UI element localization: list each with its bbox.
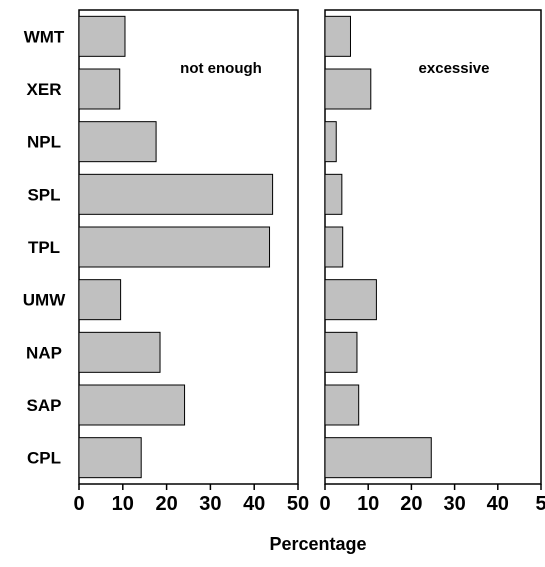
x-tick-label-1-0: 0 — [73, 493, 84, 515]
bar-1-spl — [78, 173, 274, 215]
bar-1-nap — [78, 331, 161, 373]
bar-2-xer — [324, 68, 372, 110]
x-axis-title: Percentage — [269, 534, 366, 554]
category-label-wmt: WMT — [24, 27, 65, 46]
category-label-spl: SPL — [27, 185, 60, 204]
bar-1-wmt — [78, 15, 126, 57]
bar-2-sap — [324, 384, 360, 426]
category-label-npl: NPL — [27, 133, 61, 152]
bar-2-nap — [324, 331, 358, 373]
x-tick-label-2-2: 20 — [400, 493, 422, 515]
bar-1-npl — [78, 121, 157, 163]
x-tick-label-2-4: 40 — [487, 493, 509, 515]
bar-2-tpl — [324, 226, 344, 268]
category-label-tpl: TPL — [28, 238, 60, 257]
category-label-cpl: CPL — [27, 449, 61, 468]
x-tick-label-2-3: 30 — [443, 493, 465, 515]
category-label-xer: XER — [27, 80, 62, 99]
bar-2-cpl — [324, 437, 432, 479]
bar-2-spl — [324, 173, 343, 215]
bar-2-npl — [324, 121, 337, 163]
bar-1-sap — [78, 384, 186, 426]
x-tick-label-1-4: 40 — [243, 493, 265, 515]
bar-1-umw — [78, 279, 122, 321]
panel-label-2: excessive — [419, 60, 490, 77]
category-label-sap: SAP — [27, 396, 62, 415]
bar-2-umw — [324, 279, 377, 321]
bar-1-xer — [78, 68, 121, 110]
x-tick-label-2-1: 10 — [357, 493, 379, 515]
x-tick-label-1-3: 30 — [199, 493, 221, 515]
bar-1-tpl — [78, 226, 271, 268]
x-tick-label-1-5: 50 — [287, 493, 309, 515]
bar-2-wmt — [324, 15, 351, 57]
x-tick-label-2-0: 0 — [319, 493, 330, 515]
x-tick-label-1-1: 10 — [112, 493, 134, 515]
category-label-umw: UMW — [23, 291, 66, 310]
x-tick-label-1-2: 20 — [155, 493, 177, 515]
x-tick-label-2-5: 5 — [535, 493, 545, 515]
bar-1-cpl — [78, 437, 142, 479]
panel-label-1: not enough — [180, 60, 262, 77]
category-label-nap: NAP — [26, 343, 62, 362]
